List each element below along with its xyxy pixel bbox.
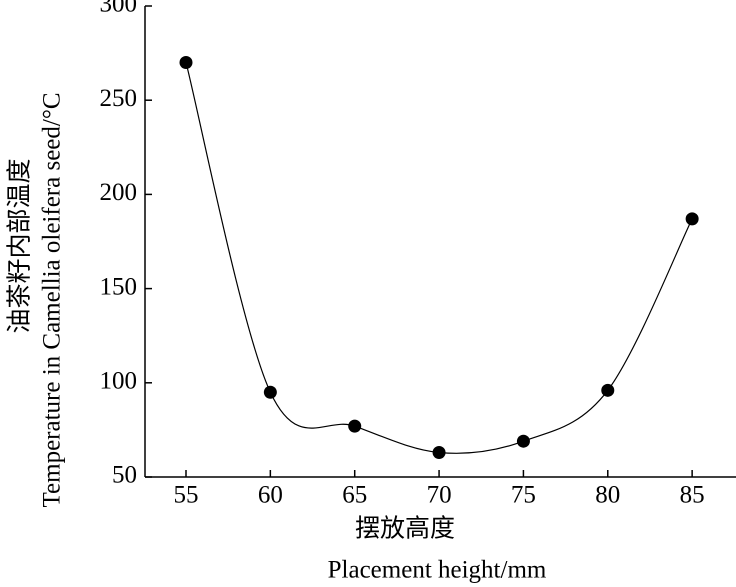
x-tick-label: 75 bbox=[511, 482, 536, 509]
line bbox=[185, 62, 693, 454]
y-tick-label: 100 bbox=[100, 368, 138, 395]
y-tick-label: 50 bbox=[112, 462, 137, 489]
point bbox=[516, 434, 530, 448]
point bbox=[348, 419, 362, 433]
point bbox=[432, 446, 446, 460]
y-axis-label: 油茶籽内部温度 bbox=[6, 158, 34, 333]
x-axis-label-en: Placement height/mm bbox=[328, 557, 547, 584]
x-tick-label: 70 bbox=[427, 482, 452, 509]
y-axis-label-en: Temperature in Camellia oleifera seed/°C bbox=[39, 92, 66, 507]
y-tick-label: 200 bbox=[100, 179, 138, 206]
x-tick-label: 85 bbox=[680, 482, 705, 509]
point bbox=[263, 385, 277, 399]
x-tick-label: 80 bbox=[595, 482, 620, 509]
point bbox=[179, 56, 193, 70]
x-axis-label: 摆放高度 bbox=[355, 515, 455, 543]
x-tick-label: 65 bbox=[342, 482, 367, 509]
point bbox=[601, 383, 615, 397]
y-tick-label: 300 bbox=[100, 0, 138, 18]
x-tick-label: 60 bbox=[258, 482, 283, 509]
y-tick-label: 150 bbox=[100, 273, 138, 300]
x-tick-label: 55 bbox=[173, 482, 198, 509]
y-tick-label: 250 bbox=[100, 85, 138, 112]
point bbox=[685, 212, 699, 226]
